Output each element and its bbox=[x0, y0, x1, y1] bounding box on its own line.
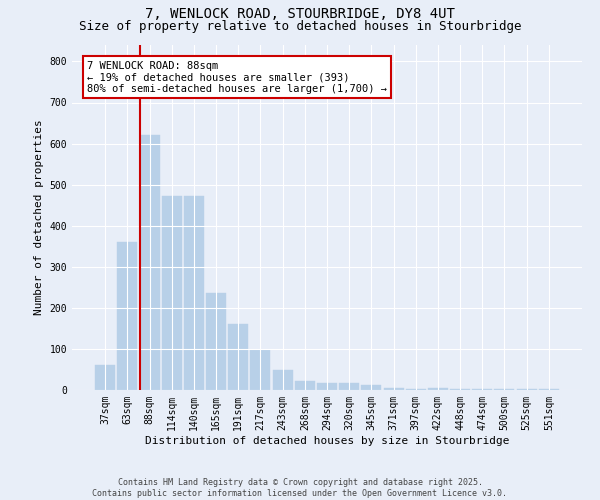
Bar bbox=[406, 389, 426, 390]
Bar bbox=[361, 384, 382, 390]
Bar bbox=[184, 196, 204, 390]
Text: Contains HM Land Registry data © Crown copyright and database right 2025.
Contai: Contains HM Land Registry data © Crown c… bbox=[92, 478, 508, 498]
Bar bbox=[295, 381, 315, 390]
Bar bbox=[95, 364, 115, 390]
Bar bbox=[339, 382, 359, 390]
Bar bbox=[272, 370, 293, 390]
Bar bbox=[494, 389, 514, 390]
Bar bbox=[517, 389, 536, 390]
Bar bbox=[450, 389, 470, 390]
Text: 7, WENLOCK ROAD, STOURBRIDGE, DY8 4UT: 7, WENLOCK ROAD, STOURBRIDGE, DY8 4UT bbox=[145, 8, 455, 22]
Bar bbox=[162, 196, 182, 390]
Bar bbox=[250, 350, 271, 390]
Bar bbox=[206, 294, 226, 390]
Bar bbox=[383, 388, 404, 390]
Bar bbox=[539, 389, 559, 390]
Text: Size of property relative to detached houses in Stourbridge: Size of property relative to detached ho… bbox=[79, 20, 521, 33]
Bar bbox=[472, 389, 492, 390]
Bar bbox=[140, 136, 160, 390]
Y-axis label: Number of detached properties: Number of detached properties bbox=[34, 120, 44, 316]
X-axis label: Distribution of detached houses by size in Stourbridge: Distribution of detached houses by size … bbox=[145, 436, 509, 446]
Text: 7 WENLOCK ROAD: 88sqm
← 19% of detached houses are smaller (393)
80% of semi-det: 7 WENLOCK ROAD: 88sqm ← 19% of detached … bbox=[88, 60, 388, 94]
Bar bbox=[317, 382, 337, 390]
Bar bbox=[228, 324, 248, 390]
Bar bbox=[428, 388, 448, 390]
Bar bbox=[118, 242, 137, 390]
